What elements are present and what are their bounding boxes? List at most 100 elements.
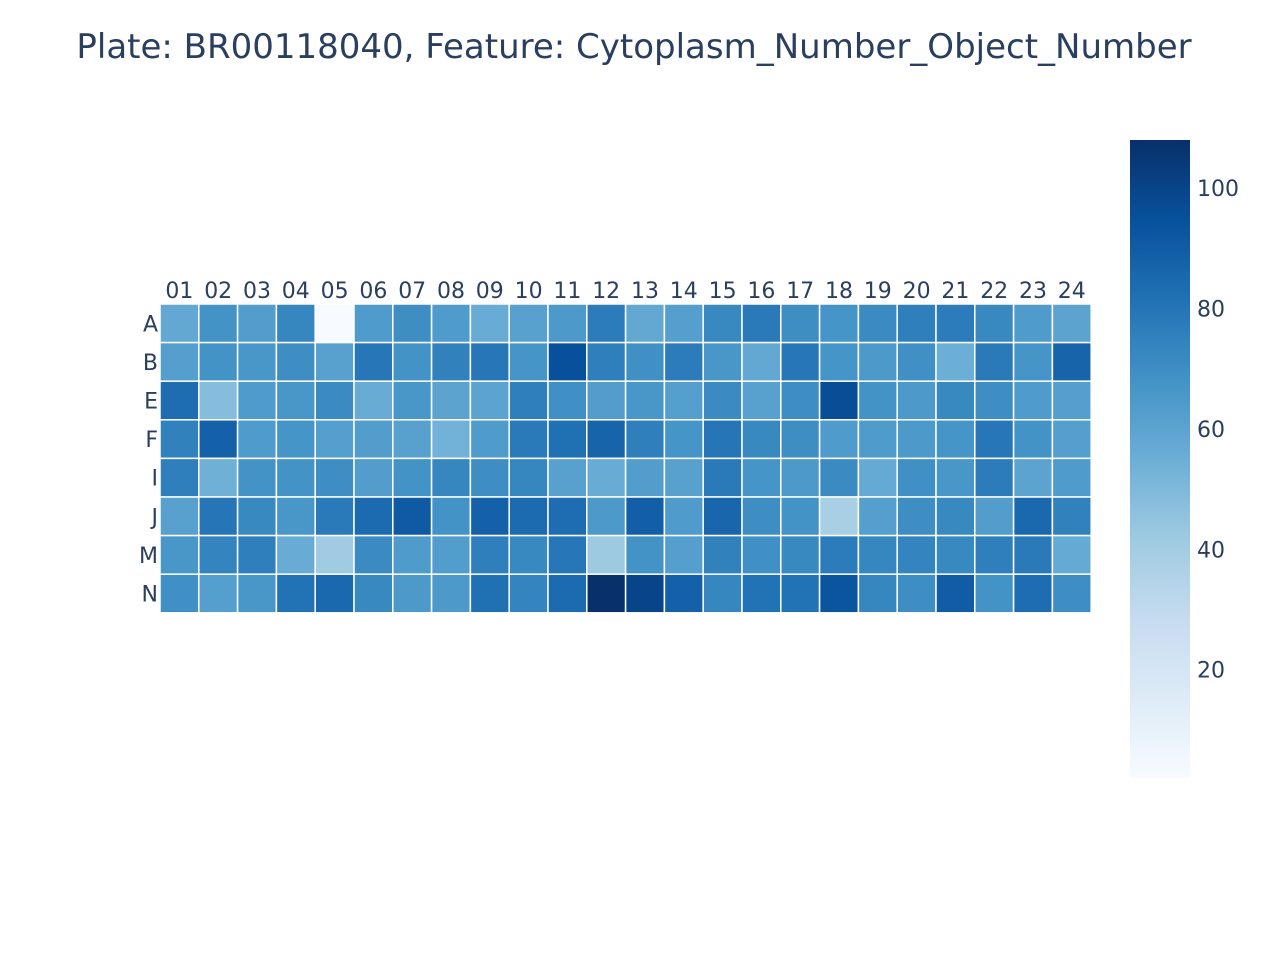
heatmap-cell-A11 (547, 303, 588, 344)
colorbar-tick-label: 100 (1197, 177, 1239, 202)
x-tick-label: 02 (204, 279, 232, 304)
heatmap-cell-M22 (974, 534, 1015, 575)
heatmap-cell-F02 (198, 419, 239, 460)
heatmap-cell-J16 (741, 496, 782, 537)
x-tick-label: 16 (747, 279, 775, 304)
heatmap-cell-M20 (896, 534, 937, 575)
x-tick-label: 12 (592, 279, 620, 304)
heatmap-cell-I17 (780, 457, 821, 498)
heatmap-cell-M09 (469, 534, 510, 575)
heatmap-cell-I01 (159, 457, 200, 498)
y-tick-label: J (150, 505, 159, 530)
heatmap-cell-N02 (198, 573, 239, 614)
x-tick-label: 08 (437, 279, 465, 304)
heatmap-cell-N09 (469, 573, 510, 614)
heatmap-cell-A18 (818, 303, 860, 344)
heatmap-cell-J08 (430, 496, 472, 537)
heatmap-cell-N11 (547, 573, 588, 614)
heatmap-cell-E11 (547, 380, 588, 421)
heatmap-cell-E23 (1012, 380, 1054, 421)
heatmap-cell-I02 (198, 457, 239, 498)
heatmap-cell-J03 (236, 496, 278, 537)
heatmap-cell-M24 (1051, 534, 1092, 575)
heatmap-cell-I19 (857, 457, 898, 498)
heatmap-cell-J13 (624, 496, 666, 537)
heatmap-cell-N04 (275, 573, 316, 614)
x-tick-label: 03 (243, 279, 271, 304)
y-tick-label: A (143, 312, 158, 337)
chart-title: Plate: BR00118040, Feature: Cytoplasm_Nu… (76, 27, 1191, 67)
heatmap-cell-B06 (353, 341, 394, 382)
heatmap-cell-M08 (430, 534, 472, 575)
heatmap-cell-E09 (469, 380, 510, 421)
heatmap-cell-J18 (818, 496, 860, 537)
heatmap-cell-N15 (702, 573, 743, 614)
heatmap-cell-I24 (1051, 457, 1092, 498)
heatmap-cell-I09 (469, 457, 510, 498)
heatmap-cell-E20 (896, 380, 937, 421)
x-tick-label: 04 (282, 279, 310, 304)
x-tick-label: 23 (1019, 279, 1047, 304)
x-tick-label: 15 (709, 279, 737, 304)
heatmap-cell-M05 (314, 534, 355, 575)
y-tick-label: M (139, 544, 158, 569)
heatmap-cell-M11 (547, 534, 588, 575)
heatmap-cell-J20 (896, 496, 937, 537)
heatmap-cell-E10 (508, 380, 549, 421)
heatmap-cell-B16 (741, 341, 782, 382)
heatmap-cell-F05 (314, 419, 355, 460)
heatmap-cell-A19 (857, 303, 898, 344)
heatmap-cell-N06 (353, 573, 394, 614)
heatmap-cell-F08 (430, 419, 472, 460)
heatmap-cell-F03 (236, 419, 278, 460)
heatmap-cell-J06 (353, 496, 394, 537)
heatmap-cell-N03 (236, 573, 278, 614)
x-tick-label: 10 (515, 279, 543, 304)
heatmap-cell-F15 (702, 419, 743, 460)
heatmap-cell-F04 (275, 419, 316, 460)
heatmap-cell-M19 (857, 534, 898, 575)
heatmap-cells (159, 303, 1092, 614)
heatmap-cell-B11 (547, 341, 588, 382)
heatmap-cell-F17 (780, 419, 821, 460)
x-tick-label: 07 (398, 279, 426, 304)
heatmap-cell-J23 (1012, 496, 1054, 537)
heatmap-cell-I06 (353, 457, 394, 498)
heatmap-cell-E15 (702, 380, 743, 421)
heatmap-cell-B19 (857, 341, 898, 382)
heatmap-cell-N13 (624, 573, 666, 614)
x-tick-label: 01 (165, 279, 193, 304)
heatmap-cell-E13 (624, 380, 666, 421)
heatmap-cell-A23 (1012, 303, 1054, 344)
heatmap-cell-F21 (935, 419, 976, 460)
heatmap-cell-B22 (974, 341, 1015, 382)
x-tick-label: 24 (1058, 279, 1086, 304)
heatmap-cell-I16 (741, 457, 782, 498)
heatmap-cell-A12 (586, 303, 627, 344)
heatmap-cell-N01 (159, 573, 200, 614)
heatmap-cell-E06 (353, 380, 394, 421)
heatmap-cell-I23 (1012, 457, 1054, 498)
heatmap-cell-I12 (586, 457, 627, 498)
heatmap-cell-M01 (159, 534, 200, 575)
heatmap-cell-I18 (818, 457, 860, 498)
heatmap-cell-A15 (702, 303, 743, 344)
heatmap-cell-I07 (392, 457, 433, 498)
heatmap-cell-J14 (663, 496, 704, 537)
heatmap-cell-M12 (586, 534, 627, 575)
heatmap-cell-B07 (392, 341, 433, 382)
heatmap-cell-F20 (896, 419, 937, 460)
heatmap-cell-J22 (974, 496, 1015, 537)
x-tick-label: 19 (864, 279, 892, 304)
heatmap-cell-I13 (624, 457, 666, 498)
y-tick-label: N (142, 583, 158, 608)
heatmap-cell-N10 (508, 573, 549, 614)
heatmap-cell-B05 (314, 341, 355, 382)
heatmap-cell-M21 (935, 534, 976, 575)
heatmap-cell-N24 (1051, 573, 1092, 614)
colorbar-ticks: 20 40 60 80 100 (1197, 177, 1239, 684)
heatmap-cell-J02 (198, 496, 239, 537)
x-tick-label: 21 (941, 279, 969, 304)
heatmap-cell-A21 (935, 303, 976, 344)
heatmap-cell-B14 (663, 341, 704, 382)
